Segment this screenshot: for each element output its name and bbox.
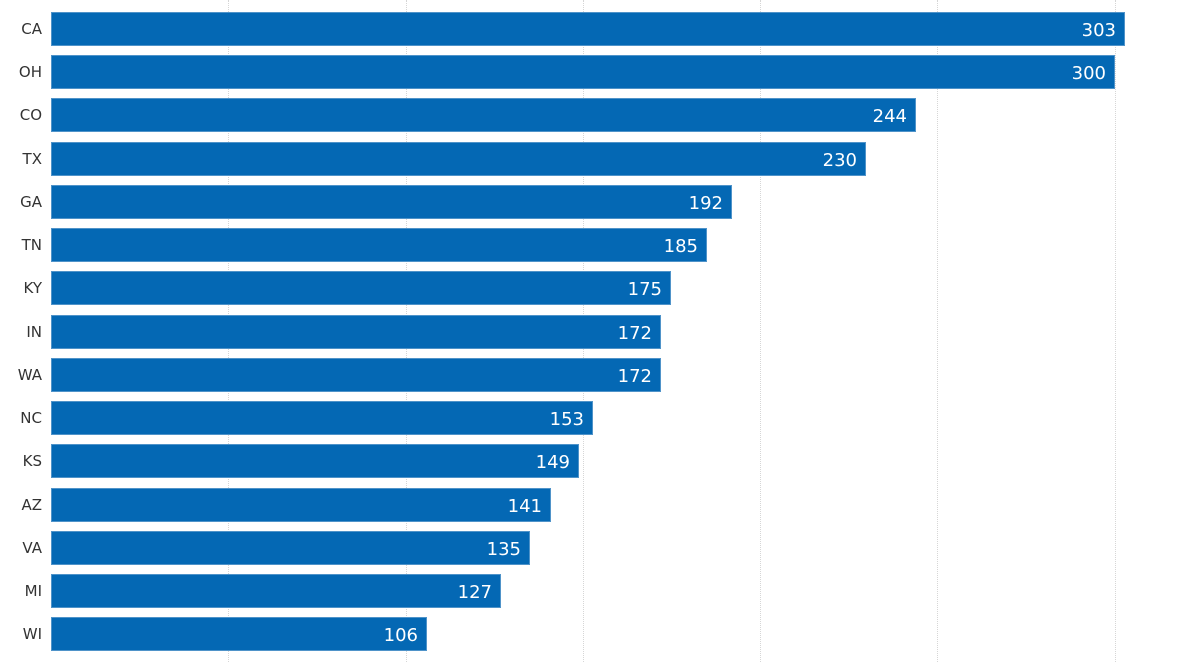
category-label: IN [26,323,42,341]
bar[interactable]: 149 [51,444,579,478]
category-label: KY [23,279,42,297]
value-label: 127 [457,582,492,603]
category-label: TN [21,236,42,254]
bar[interactable]: 172 [51,315,661,349]
bar[interactable]: 303 [51,12,1125,46]
category-label: CO [19,106,42,124]
value-label: 149 [535,452,570,473]
category-label: GA [20,193,42,211]
category-label: WI [22,625,42,643]
bar-row-7[interactable]: IN 172 [0,315,1200,349]
bar[interactable]: 175 [51,271,671,305]
category-label: AZ [21,496,42,514]
bar-row-11[interactable]: AZ 141 [0,488,1200,522]
bar-row-13[interactable]: MI 127 [0,574,1200,608]
value-label: 185 [663,236,698,257]
value-label: 244 [872,106,907,127]
value-label: 106 [383,625,418,646]
bar[interactable]: 244 [51,98,916,132]
bar-row-9[interactable]: NC 153 [0,401,1200,435]
bar[interactable]: 230 [51,142,866,176]
bar[interactable]: 300 [51,55,1115,89]
gridline [937,0,938,662]
bar-row-10[interactable]: KS 149 [0,444,1200,478]
value-label: 300 [1071,63,1106,84]
bar-row-12[interactable]: VA 135 [0,531,1200,565]
bar[interactable]: 127 [51,574,501,608]
bar-row-8[interactable]: WA 172 [0,358,1200,392]
value-label: 141 [507,496,542,517]
category-label: CA [21,20,42,38]
category-label: OH [18,63,42,81]
value-label: 192 [688,193,723,214]
bar[interactable]: 135 [51,531,530,565]
category-label: NC [20,409,42,427]
bar[interactable]: 106 [51,617,427,651]
bar-row-3[interactable]: TX 230 [0,142,1200,176]
bar-row-0[interactable]: CA 303 [0,12,1200,46]
value-label: 135 [486,539,521,560]
bar[interactable]: 141 [51,488,551,522]
bar[interactable]: 172 [51,358,661,392]
bar-row-1[interactable]: OH 300 [0,55,1200,89]
category-label: WA [17,366,42,384]
gridline [1115,0,1116,662]
value-label: 172 [617,366,652,387]
category-label: MI [24,582,42,600]
bar[interactable]: 185 [51,228,707,262]
value-label: 230 [822,150,857,171]
bar-row-6[interactable]: KY 175 [0,271,1200,305]
bar-row-14[interactable]: WI 106 [0,617,1200,651]
value-label: 303 [1081,20,1116,41]
bar-row-5[interactable]: TN 185 [0,228,1200,262]
category-label: KS [22,452,42,470]
bar[interactable]: 153 [51,401,593,435]
bar-row-2[interactable]: CO 244 [0,98,1200,132]
category-label: VA [22,539,42,557]
gridline [760,0,761,662]
category-label: TX [22,150,42,168]
value-label: 172 [617,323,652,344]
bar-row-4[interactable]: GA 192 [0,185,1200,219]
value-label: 153 [549,409,584,430]
bar[interactable]: 192 [51,185,732,219]
value-label: 175 [627,279,662,300]
